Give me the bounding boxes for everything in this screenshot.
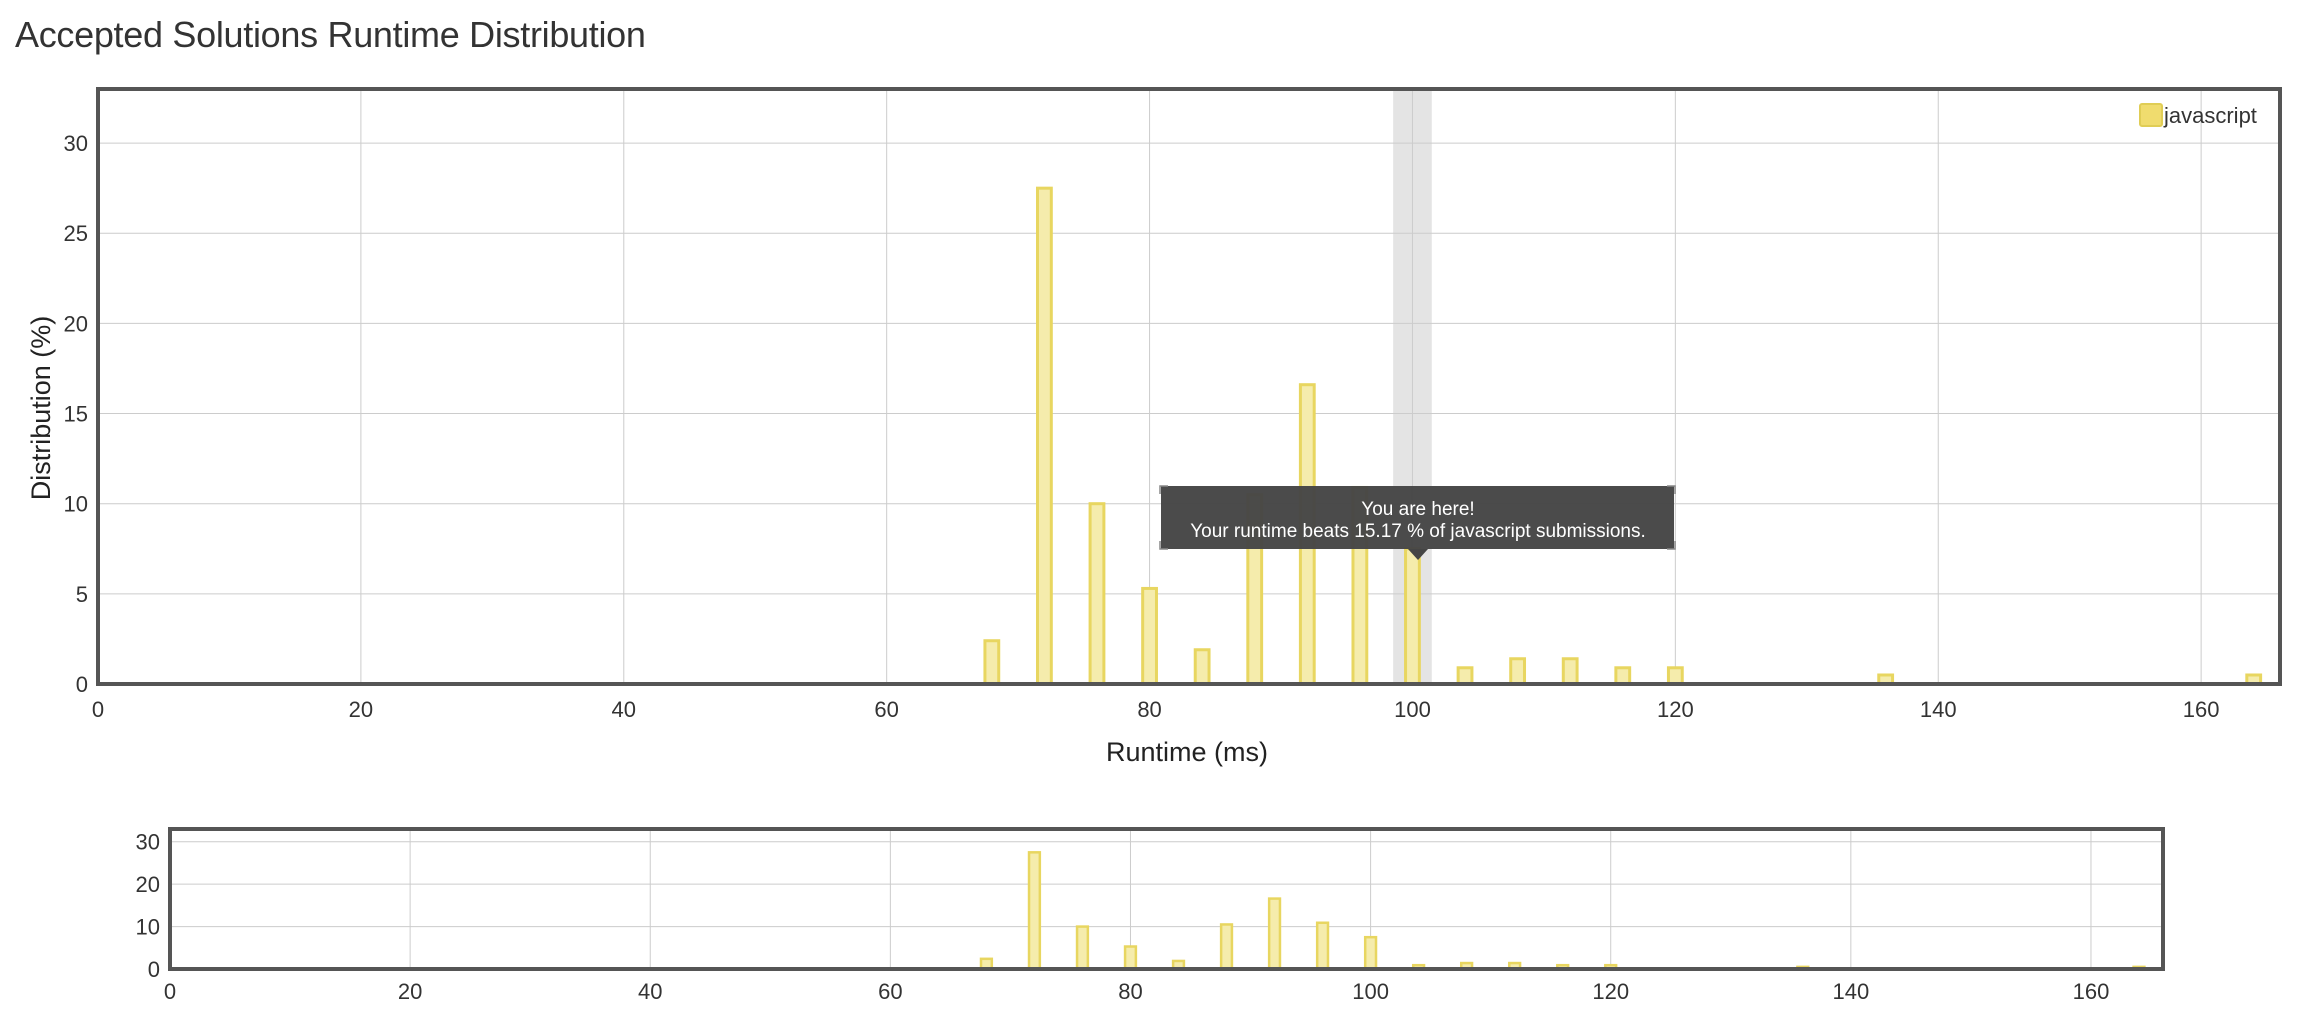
navigator-grid (169, 829, 2163, 970)
tooltip-title: You are here! (1361, 499, 1474, 520)
y-tick-label: 10 (136, 915, 160, 940)
y-tick-label: 0 (76, 672, 88, 697)
x-tick-label: 40 (612, 697, 636, 722)
y-tick-label: 5 (76, 582, 88, 607)
x-tick-label: 80 (1137, 697, 1161, 722)
bar-72ms[interactable] (1036, 186, 1053, 686)
x-tick-label: 40 (638, 979, 662, 1004)
tooltip-pointer (1408, 549, 1428, 560)
x-tick-label: 0 (92, 697, 104, 722)
main-grid (97, 89, 2280, 685)
navigator-x-tick-labels: 0 20 40 60 80 100 120 140 160 (164, 979, 2109, 1004)
x-tick-label: 60 (878, 979, 902, 1004)
tooltip-corner-marks (1159, 485, 1676, 550)
x-tick-label: 160 (2183, 697, 2220, 722)
bar-104ms[interactable] (1456, 666, 1474, 686)
y-tick-label: 25 (64, 221, 88, 246)
bar-108ms[interactable] (1509, 657, 1527, 686)
bar-68ms[interactable] (983, 639, 1001, 686)
main-plot-frame (96, 87, 2282, 686)
page-title: Accepted Solutions Runtime Distribution (15, 14, 646, 55)
tooltip-box (1161, 486, 1674, 549)
bar-76ms[interactable] (1075, 925, 1090, 971)
bar-116ms[interactable] (1614, 666, 1632, 686)
main-x-tick-labels: 0 20 40 60 80 100 120 140 160 (92, 697, 2220, 722)
bar-80ms[interactable] (1123, 945, 1138, 971)
x-tick-label: 60 (874, 697, 898, 722)
x-tick-label: 140 (1920, 697, 1957, 722)
bar-92ms[interactable] (1267, 897, 1282, 971)
legend-label-javascript: javascript (2163, 103, 2257, 128)
x-tick-label: 120 (1592, 979, 1629, 1004)
y-tick-label: 30 (64, 131, 88, 156)
bar-112ms[interactable] (1561, 657, 1579, 686)
x-tick-label: 100 (1394, 697, 1431, 722)
x-axis-label: Runtime (ms) (1106, 737, 1268, 767)
x-tick-label: 120 (1657, 697, 1694, 722)
y-tick-label: 20 (64, 311, 88, 336)
bar-84ms[interactable] (1193, 648, 1211, 686)
x-tick-label: 140 (1832, 979, 1869, 1004)
y-tick-label: 0 (148, 957, 160, 982)
legend-swatch (2139, 103, 2163, 127)
bar-88ms[interactable] (1219, 923, 1234, 971)
navigator-frame[interactable] (168, 827, 2165, 971)
x-tick-label: 20 (349, 697, 373, 722)
plot-border (96, 87, 2282, 686)
bar-100ms[interactable] (1404, 547, 1421, 686)
main-bars[interactable] (983, 186, 2263, 686)
y-tick-label: 30 (136, 830, 160, 855)
tooltip-message: Your runtime beats 15.17 % of javascript… (1190, 521, 1646, 542)
bar-120ms[interactable] (1666, 666, 1684, 686)
x-tick-label: 80 (1118, 979, 1142, 1004)
y-axis-label: Distribution (%) (26, 316, 56, 501)
bar-96ms[interactable] (1315, 921, 1330, 971)
bar-72ms[interactable] (1027, 851, 1042, 971)
x-tick-label: 160 (2073, 979, 2110, 1004)
navigator-bars (979, 851, 2146, 971)
bar-100ms[interactable] (1363, 935, 1378, 971)
x-tick-label: 20 (398, 979, 422, 1004)
plot-border (168, 827, 2165, 971)
runtime-tooltip: You are here! Your runtime beats 15.17 %… (1159, 485, 1676, 560)
bar-76ms[interactable] (1088, 502, 1106, 686)
x-tick-label: 0 (164, 979, 176, 1004)
bar-80ms[interactable] (1141, 586, 1158, 686)
x-tick-label: 100 (1352, 979, 1389, 1004)
navigator-y-tick-labels: 0 10 20 30 (136, 830, 160, 982)
main-y-tick-labels: 0 5 10 15 20 25 30 (64, 131, 88, 697)
y-tick-label: 15 (64, 402, 88, 427)
y-tick-label: 20 (136, 872, 160, 897)
y-tick-label: 10 (64, 492, 88, 517)
legend[interactable]: javascript (2139, 103, 2257, 128)
